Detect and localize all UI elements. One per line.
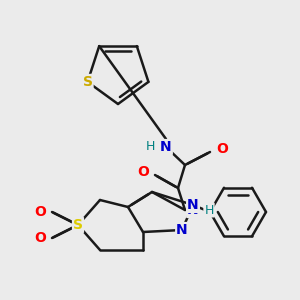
- Text: O: O: [137, 165, 149, 179]
- Text: N: N: [176, 223, 188, 237]
- Text: N: N: [187, 198, 199, 212]
- Text: H: H: [204, 203, 214, 217]
- Text: O: O: [216, 142, 228, 156]
- Text: S: S: [73, 218, 83, 232]
- Text: O: O: [34, 231, 46, 245]
- Text: H: H: [145, 140, 155, 154]
- Text: N: N: [160, 140, 172, 154]
- Text: S: S: [82, 75, 93, 89]
- Text: N: N: [187, 203, 199, 217]
- Text: O: O: [34, 205, 46, 219]
